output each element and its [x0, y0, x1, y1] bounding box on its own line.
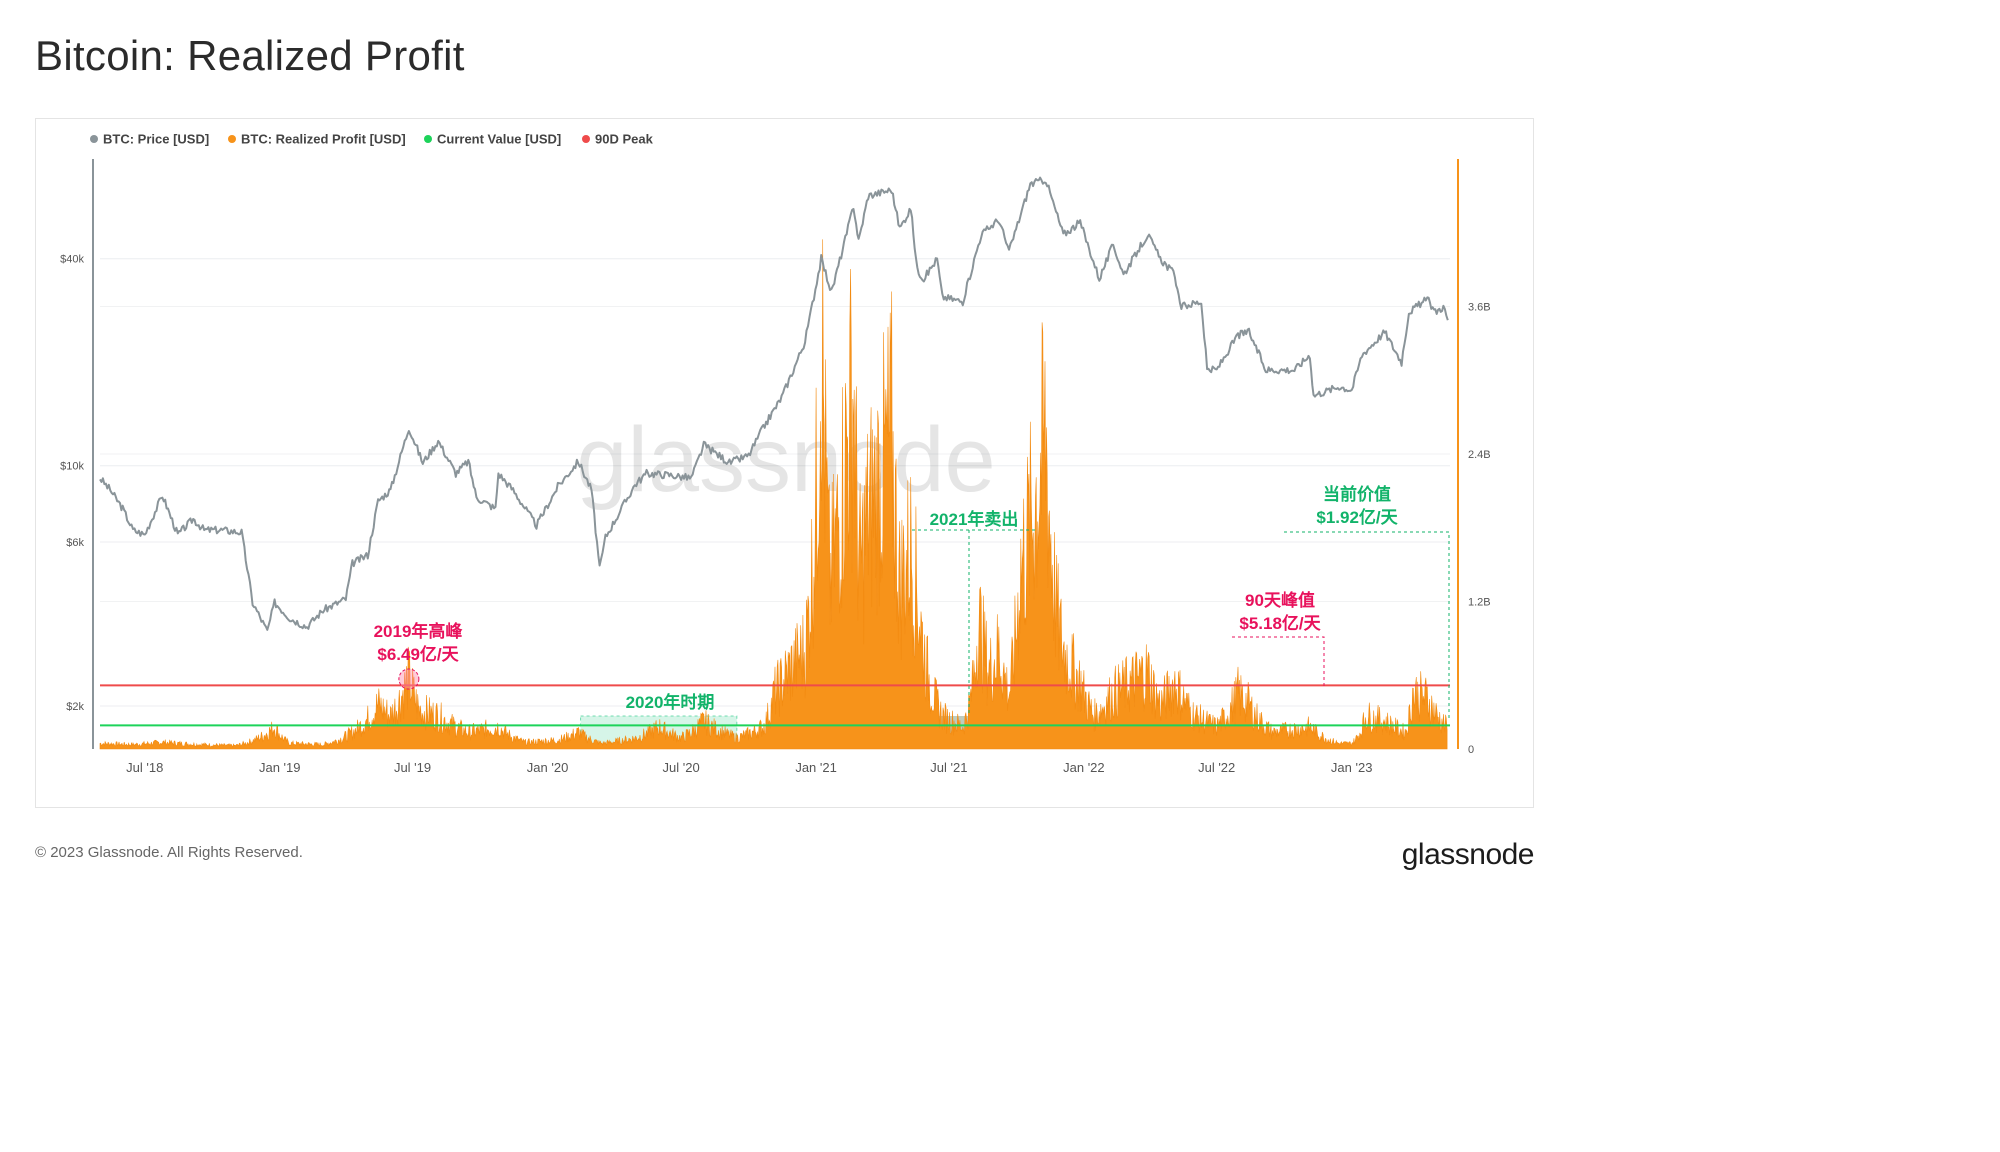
annotation-2019-peak-value: $6.49亿/天 [377, 644, 459, 664]
annotation-current-title: 当前价值 [1323, 484, 1391, 504]
right-tick-2: 2.4B [1468, 449, 1491, 461]
right-tick-1: 1.2B [1468, 597, 1491, 609]
x-tick-0: Jul '18 [126, 760, 163, 775]
chart-card: BTC: Price [USD] BTC: Realized Profit [US… [35, 118, 1534, 808]
x-tick-2: Jul '19 [394, 760, 431, 775]
peak-2019-marker [398, 668, 420, 690]
annotation-2021-selloff: 2021年卖出 [930, 509, 1019, 529]
reference-lines [100, 684, 1450, 727]
legend-dot-1 [228, 135, 236, 143]
copyright-text: © 2023 Glassnode. All Rights Reserved. [35, 844, 303, 861]
legend-label-0: BTC: Price [USD] [103, 132, 209, 147]
right-tick-3: 3.6B [1468, 302, 1491, 314]
x-tick-5: Jan '21 [795, 760, 837, 775]
gridlines [100, 258, 1450, 707]
annotation-90d-leader [1232, 636, 1325, 686]
annotation-2020-period: 2020年时期 [626, 692, 715, 712]
annotation-90d-value: $5.18亿/天 [1239, 613, 1321, 633]
legend-dot-3 [582, 135, 590, 143]
left-tick-3: $40k [60, 254, 84, 266]
legend-label-3: 90D Peak [595, 132, 654, 147]
annotation-90d-title: 90天峰值 [1245, 590, 1315, 610]
legend-dot-0 [90, 135, 98, 143]
annotation-current-leader [1284, 531, 1450, 719]
annotation-current-value: $1.92亿/天 [1316, 507, 1398, 527]
chart-svg: BTC: Price [USD] BTC: Realized Profit [US… [60, 132, 1491, 776]
annotation-2019-peak-title: 2019年高峰 [374, 621, 464, 641]
x-tick-1: Jan '19 [259, 760, 301, 775]
x-tick-6: Jul '21 [930, 760, 967, 775]
left-tick-2: $10k [60, 461, 84, 473]
right-tick-0: 0 [1468, 744, 1474, 756]
x-tick-7: Jan '22 [1063, 760, 1105, 775]
price-line [99, 176, 1449, 631]
page-title: Bitcoin: Realized Profit [35, 32, 465, 79]
axes: $2k $6k $10k $40k 0 1.2B 2.4B 3.6B Jul '18 Jan '1… [60, 159, 1491, 775]
price-series[interactable] [99, 176, 1449, 631]
watermark-text: glassnode [576, 409, 995, 511]
x-tick-9: Jan '23 [1331, 760, 1373, 775]
glassnode-logo[interactable]: glassnode [1401, 838, 1535, 871]
x-tick-4: Jul '20 [663, 760, 700, 775]
annotations: 2019年高峰 $6.49亿/天 2020年时期 2021年卖出 90天峰值 $5.18亿… [374, 484, 1450, 719]
legend[interactable]: BTC: Price [USD] BTC: Realized Profit [US… [90, 132, 654, 147]
left-tick-0: $2k [66, 701, 84, 713]
legend-label-1: BTC: Realized Profit [USD] [241, 132, 406, 147]
x-tick-3: Jan '20 [527, 760, 569, 775]
left-tick-1: $6k [66, 537, 84, 549]
x-tick-8: Jul '22 [1198, 760, 1235, 775]
legend-dot-2 [424, 135, 432, 143]
legend-label-2: Current Value [USD] [437, 132, 561, 147]
